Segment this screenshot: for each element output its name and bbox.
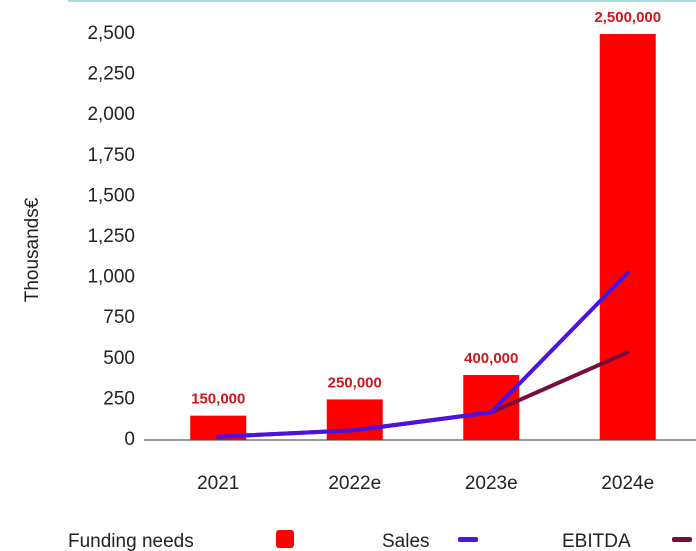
y-tick-label: 1,250 [87,226,135,247]
legend-swatch [672,537,692,542]
line [216,350,630,439]
x-tick-label: 2024e [601,473,654,494]
legend-label: Funding needs [68,531,194,551]
y-tick-label: 2,000 [87,104,135,125]
x-tick-label: 2021 [197,473,239,494]
bar [463,375,520,440]
y-tick-label: 750 [103,307,135,328]
value-label: 400,000 [464,350,518,367]
bar [599,34,656,440]
y-tick-label: 1,750 [87,145,135,166]
legend-swatch [276,530,294,548]
y-tick-label: 2,500 [87,23,135,44]
bar [326,399,383,440]
y-axis-label: Thousands€ [22,197,43,302]
value-label: 2,500,000 [594,9,661,26]
legend-swatch [458,537,478,542]
value-label: 150,000 [191,391,245,408]
y-tick-label: 250 [103,388,135,409]
y-tick-label: 2,250 [87,64,135,85]
x-tick-label: 2022e [328,473,381,494]
legend-label: Sales [382,531,430,551]
x-tick-label: 2023e [465,473,518,494]
legend-label: EBITDA [562,531,631,551]
y-tick-label: 0 [124,429,135,450]
line [216,270,630,439]
value-label: 250,000 [328,374,382,391]
y-tick-label: 1,000 [87,267,135,288]
y-tick-label: 1,500 [87,185,135,206]
y-tick-label: 500 [103,348,135,369]
